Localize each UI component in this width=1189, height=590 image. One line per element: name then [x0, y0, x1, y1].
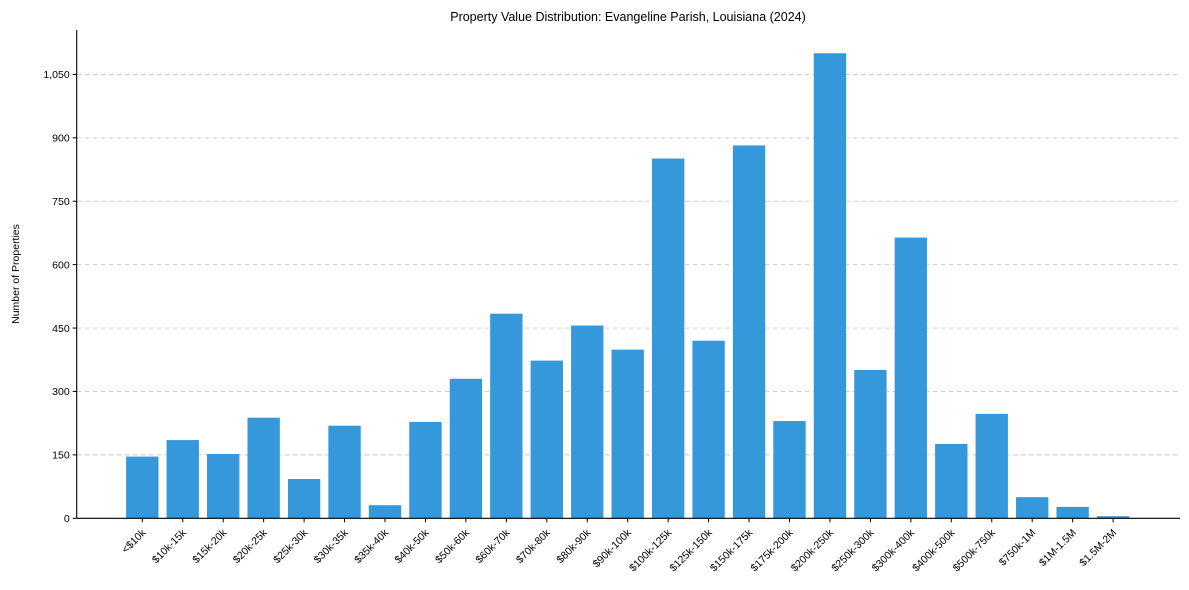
bar: $15k-20k: 152: [207, 454, 240, 519]
bar: <$10k: 146: [126, 456, 159, 519]
y-tick-label: 1,050: [43, 69, 69, 81]
bar: $125k-150k: 420: [692, 340, 725, 519]
x-tick-label: $10k-15k: [150, 526, 190, 566]
x-tick-label: $40k-50k: [393, 526, 433, 566]
x-tick-label: $50k-60k: [433, 526, 473, 566]
x-tick-label: $60k-70k: [473, 526, 513, 566]
x-tick-label: $70k-80k: [514, 526, 554, 566]
x-tick-label: $25k-30k: [271, 526, 311, 566]
bar: $60k-70k: 484: [490, 313, 523, 519]
x-tick-label: $80k-90k: [554, 526, 594, 566]
y-tick-label: 300: [52, 386, 70, 398]
bar: $400k-500k: 176: [935, 443, 968, 519]
y-axis-ticks: 0 150 300 450 600 750 900 1,050: [43, 69, 77, 525]
y-tick-label: 900: [52, 133, 70, 145]
x-axis-ticks: <$10k $10k-15k $15k-20k $20k-25k $25k-30k $30…: [119, 518, 1119, 574]
bar: $10k-15k: 185: [166, 440, 199, 519]
y-tick-label: 0: [64, 513, 70, 525]
bar: $30k-35k: 219: [328, 425, 361, 519]
bar: $20k-25k: 238: [247, 417, 280, 519]
y-axis-label: Number of Properties: [10, 224, 22, 324]
bar: $300k-400k: 664: [894, 237, 928, 519]
bar: $80k-90k: 456: [571, 325, 604, 519]
x-tick-label: $15k-20k: [190, 526, 230, 566]
bar: $90k-100k: 399: [611, 349, 644, 519]
bar: $150k-175k: 882: [732, 145, 766, 519]
bar: $50k-60k: 330: [449, 378, 483, 519]
bar: $200k-250k: 1100: [813, 53, 847, 519]
bar: $35k-40k: 31: [368, 505, 402, 519]
x-tick-label: $35k-40k: [352, 526, 392, 566]
x-tick-label: <$10k: [119, 526, 148, 555]
x-tick-label: $1.5M-2M: [1077, 527, 1119, 569]
x-tick-label: $30k-35k: [312, 526, 352, 566]
y-tick-label: 600: [52, 259, 70, 271]
bar: $70k-80k: 373: [530, 360, 563, 519]
x-tick-label: $500k-750k: [951, 526, 999, 574]
bar: $100k-125k: 851: [651, 158, 685, 519]
axes: [76, 30, 1180, 519]
y-tick-label: 450: [52, 323, 70, 335]
chart-title: Property Value Distribution: Evangeline …: [450, 10, 806, 24]
bar: $25k-30k: 93: [287, 478, 321, 519]
bar: $1.5M-2M: 5: [1096, 516, 1130, 519]
y-tick-label: 150: [52, 450, 70, 462]
bar: $175k-200k: 230: [773, 421, 806, 519]
x-tick-label: $20k-25k: [231, 526, 271, 566]
y-tick-label: 750: [52, 196, 70, 208]
x-tick-label: $750k-1M: [997, 527, 1039, 569]
bar: $750k-1M: 50: [1016, 497, 1049, 519]
bar: $500k-750k: 247: [975, 413, 1008, 519]
x-tick-label: $1M-1.5M: [1037, 527, 1079, 569]
bar: $250k-300k: 351: [854, 369, 887, 519]
bar: $1M-1.5M: 27: [1056, 506, 1089, 519]
bar: $40k-50k: 228: [409, 421, 442, 519]
bars: <$10k: 146$10k-15k: 185$15k-20k: 152$20k…: [126, 53, 1130, 519]
